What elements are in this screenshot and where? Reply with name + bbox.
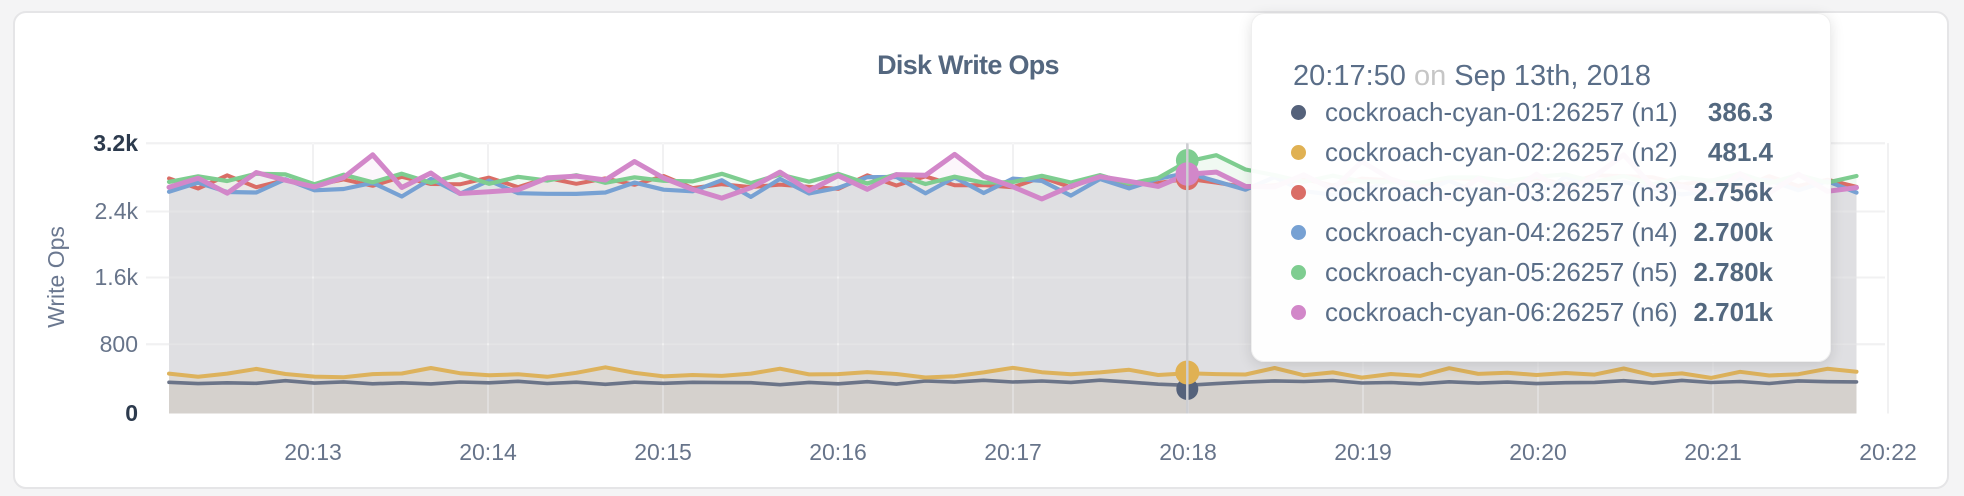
svg-text:20:17: 20:17 [984, 439, 1042, 465]
svg-text:20:16: 20:16 [809, 439, 867, 465]
svg-text:0: 0 [125, 400, 138, 426]
svg-text:20:22: 20:22 [1859, 439, 1917, 465]
svg-text:800: 800 [100, 331, 138, 357]
svg-text:20:18: 20:18 [1159, 439, 1217, 465]
svg-text:2.4k: 2.4k [95, 198, 139, 224]
svg-text:Disk Write Ops: Disk Write Ops [877, 50, 1059, 80]
svg-text:Write Ops: Write Ops [43, 226, 69, 328]
svg-text:20:14: 20:14 [459, 439, 517, 465]
svg-text:3.2k: 3.2k [93, 130, 138, 156]
svg-text:20:13: 20:13 [284, 439, 342, 465]
svg-text:20:20: 20:20 [1509, 439, 1567, 465]
svg-text:20:21: 20:21 [1684, 439, 1742, 465]
svg-text:20:15: 20:15 [634, 439, 692, 465]
svg-text:20:19: 20:19 [1334, 439, 1392, 465]
svg-text:1.6k: 1.6k [95, 264, 139, 290]
